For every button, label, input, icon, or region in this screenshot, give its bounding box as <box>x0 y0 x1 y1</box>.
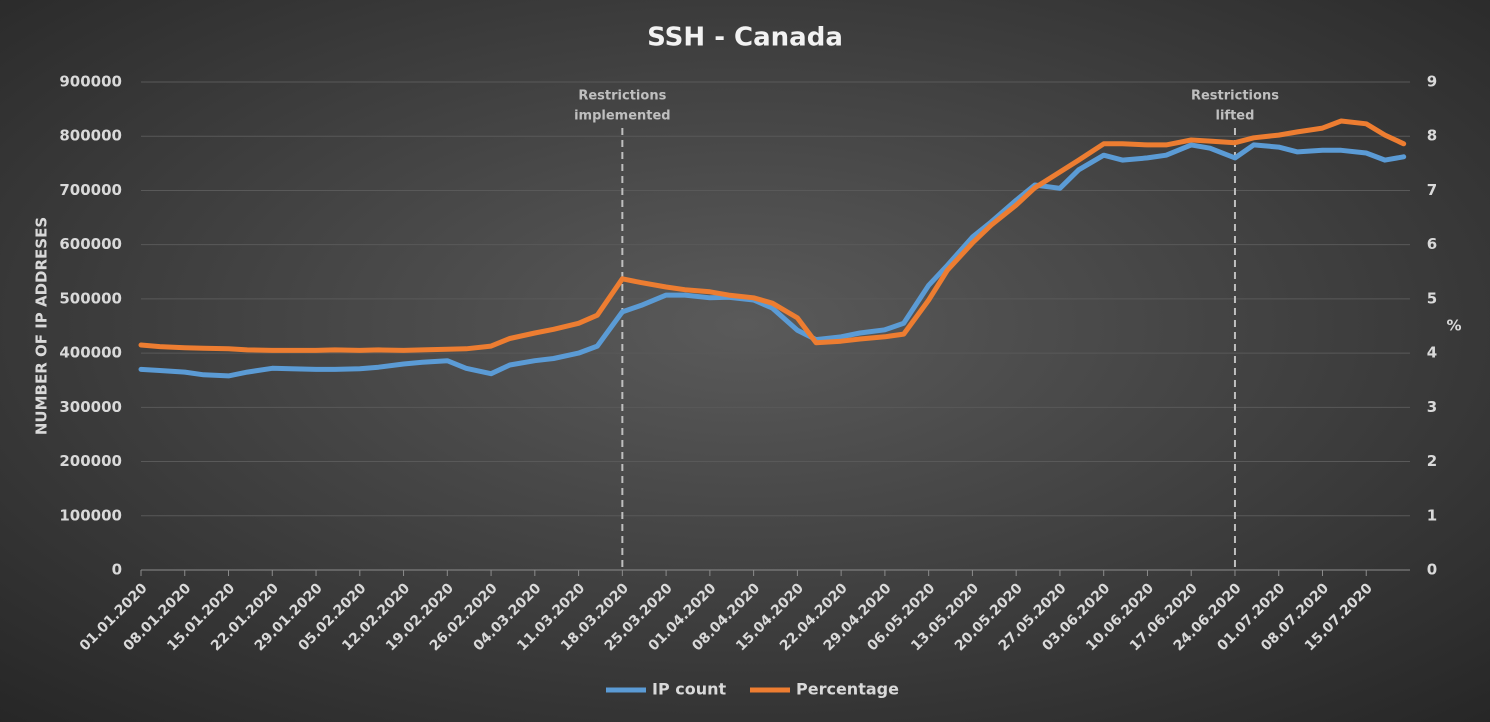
y2-tick-label: 8 <box>1427 127 1437 145</box>
y2-tick-label: 9 <box>1427 73 1437 91</box>
y-tick-label: 500000 <box>59 289 122 307</box>
y-tick-label: 800000 <box>59 127 122 145</box>
legend-label: Percentage <box>796 680 899 699</box>
y2-tick-label: 0 <box>1427 561 1437 579</box>
series-line <box>138 142 1407 379</box>
y-tick-label: 400000 <box>59 344 122 362</box>
series-line <box>138 118 1407 353</box>
y-tick-label: 0 <box>112 561 122 579</box>
chart-title: SSH - Canada <box>647 23 843 53</box>
annotation-text: Restrictions <box>1191 89 1279 104</box>
y2-tick-label: 4 <box>1427 344 1437 362</box>
y-tick-label: 600000 <box>59 235 122 253</box>
y2-tick-label: 6 <box>1427 235 1437 253</box>
annotation-text: lifted <box>1216 109 1255 124</box>
legend-label: IP count <box>652 680 727 699</box>
y-tick-label: 300000 <box>59 398 122 416</box>
y2-tick-label: 1 <box>1427 506 1437 524</box>
y-tick-label: 200000 <box>59 452 122 470</box>
y2-tick-label: 5 <box>1427 289 1437 307</box>
annotation-text: implemented <box>574 109 671 124</box>
y-tick-label: 700000 <box>59 181 122 199</box>
y2-tick-label: 3 <box>1427 398 1437 416</box>
y-tick-label: 900000 <box>59 73 122 91</box>
y-axis-label: NUMBER OF IP ADDRESES <box>33 217 51 435</box>
annotation-text: Restrictions <box>578 89 666 104</box>
y2-axis-label: % <box>1446 317 1461 335</box>
y2-tick-label: 2 <box>1427 452 1437 470</box>
y2-tick-label: 7 <box>1427 181 1437 199</box>
y-tick-label: 100000 <box>59 506 122 524</box>
